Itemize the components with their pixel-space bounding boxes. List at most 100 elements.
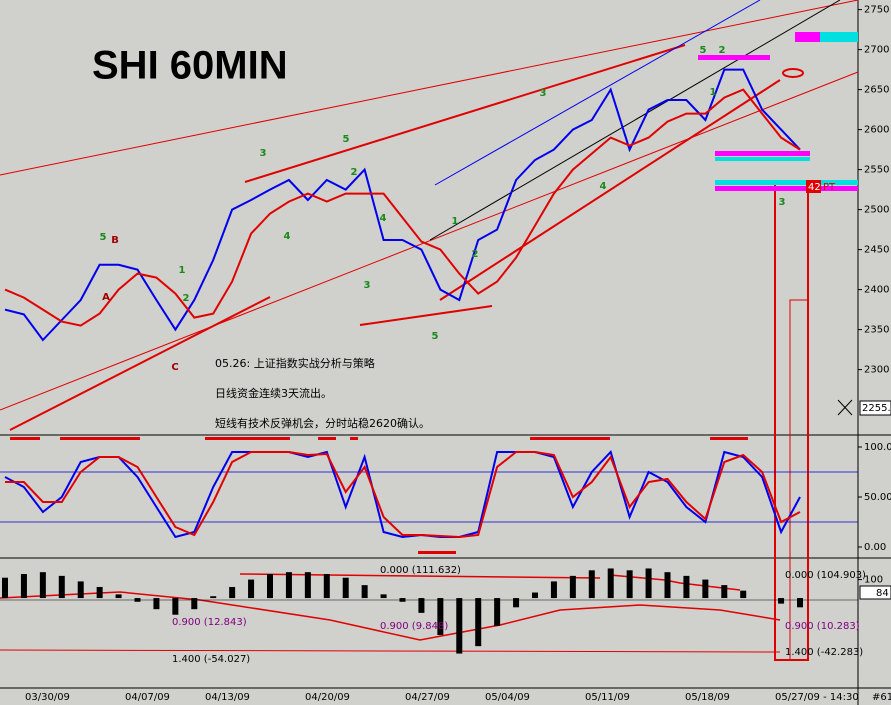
y-tick-label: 2700 <box>864 45 889 56</box>
histogram-bar <box>399 598 406 602</box>
histogram-bar <box>494 598 501 626</box>
wave-label: 1 <box>452 216 459 227</box>
histogram-bar <box>323 574 330 599</box>
level-label: 0.900 (12.843) <box>172 617 247 628</box>
histogram-bar <box>229 586 236 599</box>
histogram-bar <box>569 575 576 599</box>
wave-label: 4 <box>380 213 387 224</box>
histogram-bar <box>210 596 217 599</box>
histogram-bar <box>437 598 444 636</box>
histogram-bar <box>191 598 198 610</box>
wave-label: 5 <box>343 134 350 145</box>
wave-label: 4 <box>284 231 291 242</box>
histogram-bar <box>58 575 65 599</box>
histogram-bar <box>513 598 520 608</box>
y-tick-label: 2650 <box>864 85 889 96</box>
wave-label: 3 <box>779 197 786 208</box>
histogram-bar <box>702 579 709 599</box>
level-label: 1.400 (-54.027) <box>172 654 250 665</box>
histogram-bar <box>778 598 785 604</box>
annotation: 短线有技术反弹机会，分时站稳2620确认。 <box>215 416 430 430</box>
wave-label: 5 <box>700 45 707 56</box>
x-tick-label: #61 <box>872 692 891 703</box>
histogram-bar <box>77 581 84 599</box>
histogram-bar <box>304 572 311 599</box>
level-label: 0.900 (9.848) <box>380 621 448 632</box>
histogram-bar <box>721 585 728 599</box>
wave-label: 4 <box>600 181 607 192</box>
level-label: 0.000 (104.903) <box>785 570 866 581</box>
y-tick-label: 2500 <box>864 205 889 216</box>
x-tick-label: 05/27/09 - 14:30 <box>775 692 859 703</box>
marker-note: PT <box>823 182 836 193</box>
wave-label: 2 <box>719 45 726 56</box>
annotation: 05.26: 上证指数实战分析与策略 <box>215 356 375 370</box>
histogram-bar <box>475 598 482 647</box>
x-tick-label: 04/27/09 <box>405 692 450 703</box>
right-label: 84 <box>876 588 889 599</box>
x-tick-label: 03/30/09 <box>25 692 70 703</box>
wave-label: 1 <box>179 265 186 276</box>
x-tick-label: 05/04/09 <box>485 692 530 703</box>
wave-label: 3 <box>364 280 371 291</box>
y-tick-label: 2350 <box>864 325 889 336</box>
x-tick-label: 05/11/09 <box>585 692 630 703</box>
histogram-bar <box>361 585 368 599</box>
y-tick-label: 50.00 <box>864 492 891 503</box>
chart-title: SHI 60MIN <box>92 44 288 88</box>
right-label-box <box>859 585 891 600</box>
y-tick-label: 0.00 <box>864 542 886 553</box>
y-tick-label: 2450 <box>864 245 889 256</box>
histogram-bar <box>248 579 255 599</box>
histogram-bar <box>626 570 633 599</box>
wave-label: 5 <box>432 331 439 342</box>
price-tag-box <box>859 400 891 416</box>
histogram-bar <box>115 594 122 599</box>
wave-label: 2 <box>472 249 479 260</box>
level-label: 0.000 (111.632) <box>380 565 461 576</box>
histogram-bar <box>607 568 614 599</box>
wave-label: A <box>102 292 110 303</box>
histogram-bar <box>418 598 425 613</box>
marker: 42 <box>808 182 821 193</box>
wave-label: 3 <box>540 88 547 99</box>
histogram-bar <box>39 572 46 599</box>
histogram-bar <box>588 570 595 599</box>
level-label: 0.900 (10.283) <box>785 621 860 632</box>
x-tick-label: 04/13/09 <box>205 692 250 703</box>
wave-label: 2 <box>183 293 190 304</box>
wave-label: 5 <box>100 232 107 243</box>
series-line <box>4 68 801 342</box>
y-tick-label: 100 <box>864 575 883 586</box>
histogram-bar <box>285 572 292 599</box>
wave-label: 2 <box>351 167 358 178</box>
marker-box <box>806 180 821 193</box>
histogram-bar <box>550 581 557 599</box>
series-line <box>5 451 801 539</box>
y-tick-label: 2750 <box>864 5 889 16</box>
price-tag: 2255.8 <box>862 403 891 414</box>
x-tick-label: 04/20/09 <box>305 692 350 703</box>
histogram-bar <box>2 577 8 599</box>
wave-label: 1 <box>710 87 717 98</box>
x-tick-label: 04/07/09 <box>125 692 170 703</box>
y-tick-label: 2600 <box>864 125 889 136</box>
histogram-bar <box>683 575 690 599</box>
histogram-bar <box>153 598 160 610</box>
histogram-bar <box>664 572 671 599</box>
x-tick-label: 05/18/09 <box>685 692 730 703</box>
histogram-bar <box>20 574 27 599</box>
histogram-bar <box>342 577 349 599</box>
histogram-bar <box>96 586 103 599</box>
y-tick-label: 2400 <box>864 285 889 296</box>
annotation: 日线资金连续3天流出。 <box>215 386 332 400</box>
y-tick-label: 100.00 <box>864 442 891 453</box>
series-line <box>4 450 801 539</box>
wave-label: 3 <box>260 148 267 159</box>
histogram-bar <box>456 598 463 654</box>
y-tick-label: 2300 <box>864 365 889 376</box>
wave-label: B <box>111 235 119 246</box>
series-line <box>4 88 801 327</box>
